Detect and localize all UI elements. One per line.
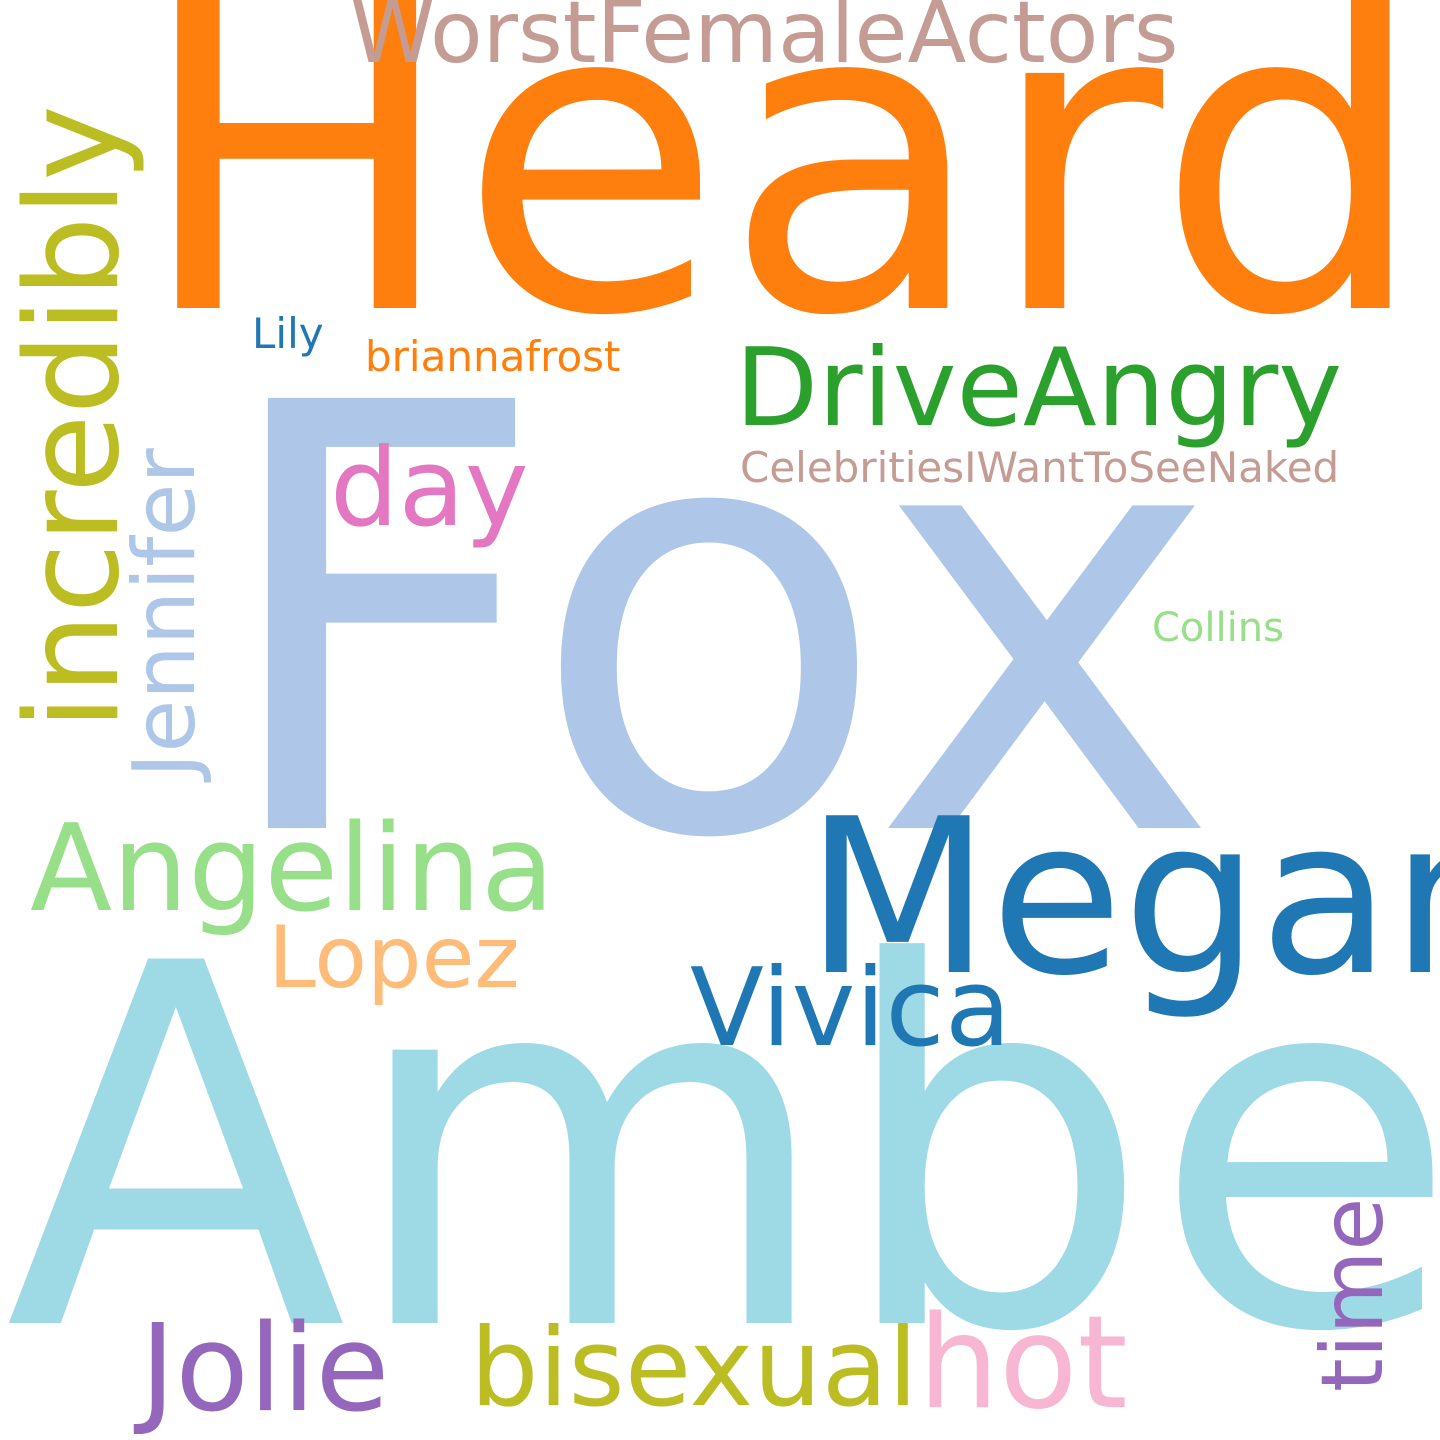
word-lily: Lily bbox=[252, 309, 324, 358]
word-amber: Amber bbox=[5, 859, 1440, 1440]
word-bisexual: bisexual bbox=[470, 1306, 918, 1431]
word-celebritiesiwanttoseenaked: CelebritiesIWantToSeeNaked bbox=[740, 443, 1340, 492]
word-worstfemaleactors: WorstFemaleActors bbox=[350, 0, 1179, 83]
word-megan: Megan bbox=[805, 772, 1440, 1023]
word-lopez: Lopez bbox=[268, 908, 520, 1008]
word-collins: Collins bbox=[1152, 605, 1284, 651]
word-jennifer: Jennifer bbox=[115, 448, 215, 778]
word-fox: Fox bbox=[210, 281, 1221, 968]
word-briannafrost: briannafrost bbox=[365, 332, 621, 381]
word-time: time bbox=[1303, 1197, 1403, 1392]
word-day: day bbox=[330, 426, 529, 551]
word-heard: Heard bbox=[135, 0, 1429, 410]
word-angelina: Angelina bbox=[30, 800, 555, 939]
word-hot: hot bbox=[918, 1289, 1128, 1438]
word-vivica: Vivica bbox=[690, 946, 1011, 1071]
word-jolie: Jolie bbox=[140, 1300, 390, 1439]
word-driveangry: DriveAngry bbox=[735, 326, 1343, 451]
